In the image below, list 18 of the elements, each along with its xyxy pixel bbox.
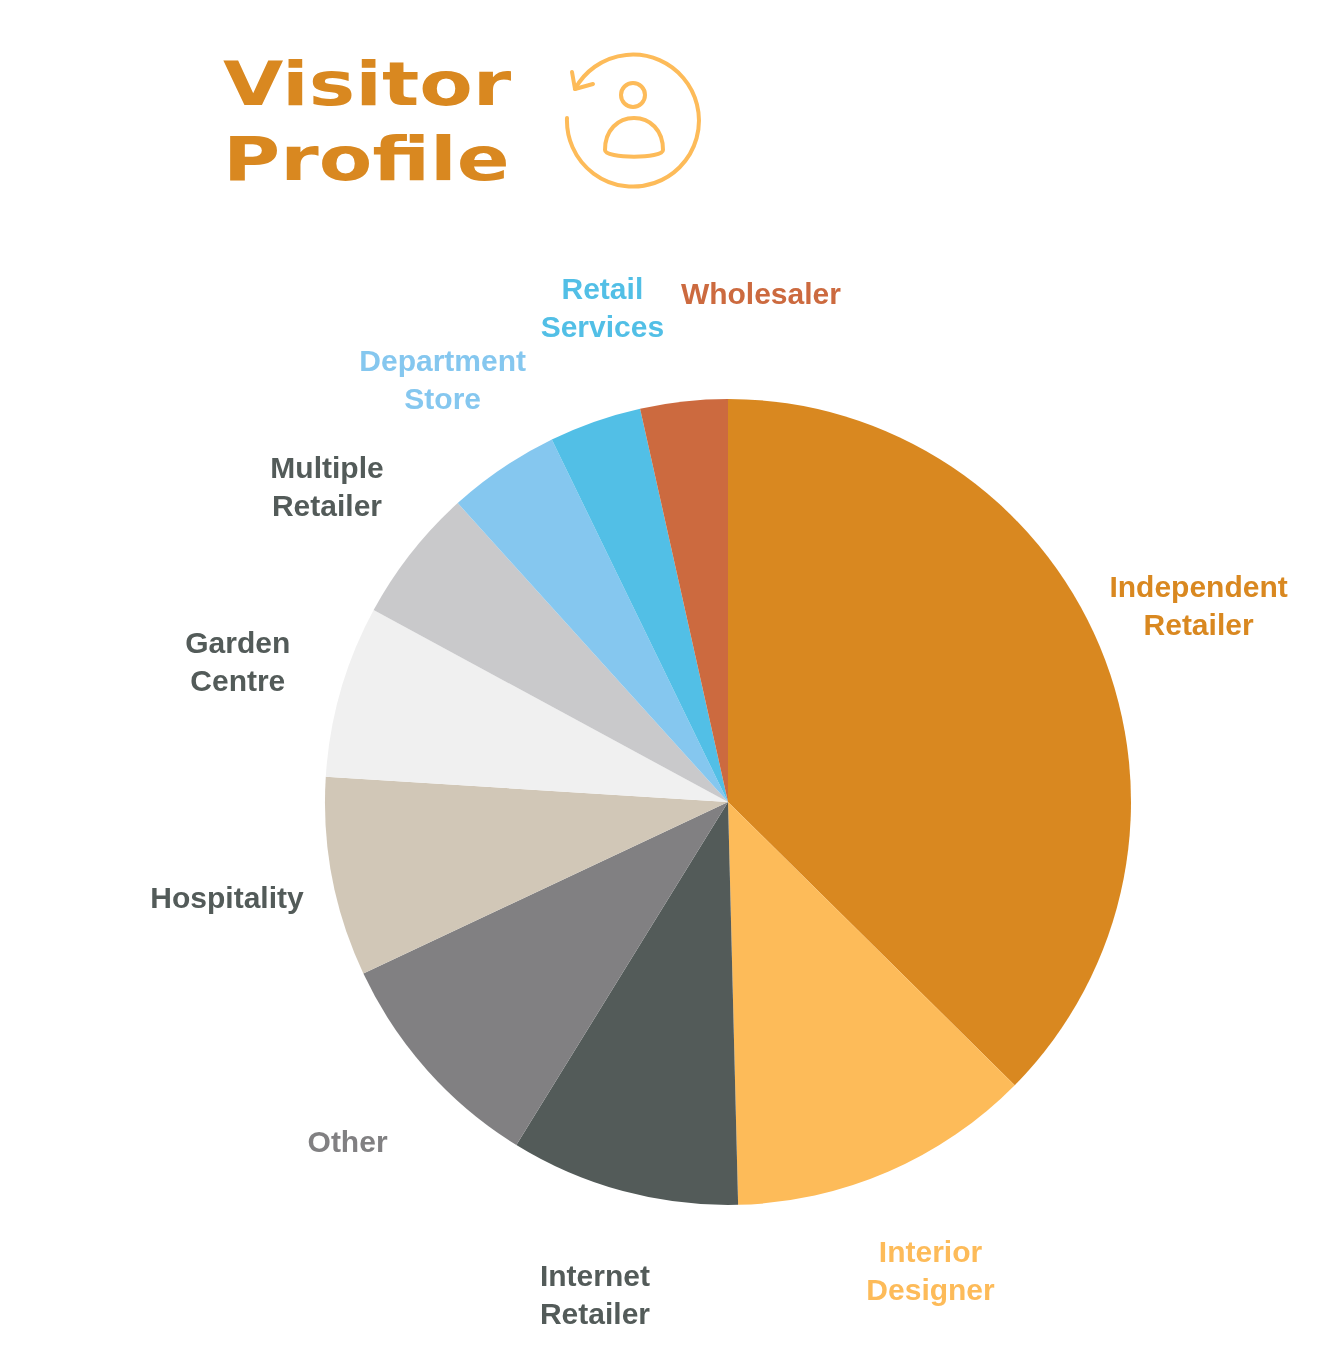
slice-label: Garden Centre (185, 625, 291, 697)
pie-slice (728, 802, 1015, 1205)
slice-label: Multiple Retailer (270, 451, 384, 523)
slice-label: Department Store (359, 343, 527, 415)
pie-slice (551, 408, 728, 802)
pie-slice (325, 610, 728, 802)
slice-label: Hospitality (150, 881, 305, 915)
pie-slice (457, 439, 728, 802)
slice-label: Independent Retailer (1109, 569, 1288, 641)
slice-label: Retail Services (540, 272, 665, 344)
pie-slice (640, 399, 728, 802)
pie-slice (325, 776, 728, 974)
slice-label: Other (307, 1125, 388, 1159)
slice-label: Internet Retailer (539, 1258, 651, 1330)
chart-title: Visitor Profile (223, 48, 513, 196)
slice-label: Interior Designer (866, 1234, 996, 1306)
pie-slice (516, 802, 739, 1205)
slice-label: Wholesaler (680, 276, 842, 310)
